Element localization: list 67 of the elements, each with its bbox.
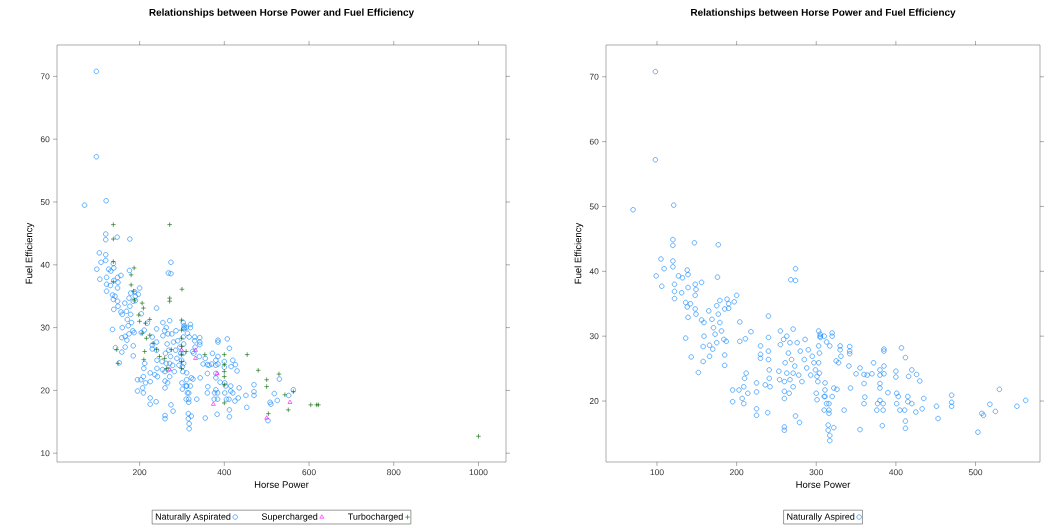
x-tick-label: 800 xyxy=(387,469,401,476)
point xyxy=(131,265,137,271)
point xyxy=(137,318,143,324)
point xyxy=(264,415,269,420)
x-axis-title: Horse Power xyxy=(796,481,851,488)
point xyxy=(110,236,116,242)
point xyxy=(264,384,270,390)
point xyxy=(193,355,198,360)
y-axis-title: Fuel Efficiency xyxy=(574,222,584,284)
point xyxy=(211,401,216,406)
point xyxy=(139,300,145,306)
point xyxy=(221,368,227,375)
y-axis-title: Fuel Efficiency xyxy=(25,222,35,284)
y-tick-label: 20 xyxy=(40,387,50,394)
x-axis-title: Horse Power xyxy=(254,481,309,488)
y-tick-label: 70 xyxy=(40,73,50,80)
point xyxy=(287,399,293,404)
y-tick-label: 50 xyxy=(40,199,50,205)
point xyxy=(110,222,116,228)
point xyxy=(475,433,482,439)
chart-title: Relationships between Horse Power and Fuel Efficiency xyxy=(149,8,415,18)
y-tick-label: 60 xyxy=(589,138,599,145)
x-tick-label: 400 xyxy=(889,469,903,476)
x-tick-label: 200 xyxy=(729,469,744,476)
point xyxy=(147,316,153,323)
x-tick-label: 500 xyxy=(968,469,983,476)
legend-label: Supercharged xyxy=(261,513,318,522)
y-tick-label: 40 xyxy=(40,261,50,268)
x-tick-label: 600 xyxy=(302,469,316,476)
x-tick-label: 1000 xyxy=(469,469,488,476)
point xyxy=(264,377,270,383)
point xyxy=(221,373,227,380)
x-tick-label: 200 xyxy=(132,469,147,476)
point xyxy=(179,286,185,292)
point xyxy=(276,371,282,377)
point xyxy=(285,407,291,413)
point xyxy=(167,298,173,304)
x-tick-label: 300 xyxy=(809,469,823,476)
point xyxy=(255,367,261,373)
point xyxy=(244,352,250,358)
y-tick-label: 50 xyxy=(589,203,599,210)
x-tick-label: 100 xyxy=(650,469,664,476)
point xyxy=(161,355,168,361)
y-tick-label: 40 xyxy=(589,268,599,275)
y-tick-label: 20 xyxy=(589,398,599,405)
point xyxy=(140,305,147,311)
point xyxy=(282,392,288,398)
point xyxy=(143,335,149,341)
chart-title: Relationships between Horse Power and Fuel Efficiency xyxy=(691,8,956,18)
point xyxy=(128,272,134,278)
point xyxy=(221,352,227,358)
y-tick-label: 10 xyxy=(41,450,50,457)
x-tick-label: 400 xyxy=(217,469,232,476)
legend-label: Naturally Aspired xyxy=(787,513,855,522)
point xyxy=(128,282,134,288)
point xyxy=(142,348,148,355)
point xyxy=(308,402,314,408)
point xyxy=(167,295,173,301)
point xyxy=(221,400,227,406)
legend-label: Naturally Aspirated xyxy=(155,513,231,522)
y-tick-label: 30 xyxy=(40,324,50,331)
point xyxy=(167,222,173,228)
y-tick-label: 70 xyxy=(589,73,599,80)
point xyxy=(265,411,271,417)
legend-label: Turbocharged xyxy=(347,513,403,522)
y-tick-label: 30 xyxy=(589,333,599,340)
y-tick-label: 60 xyxy=(40,136,50,143)
